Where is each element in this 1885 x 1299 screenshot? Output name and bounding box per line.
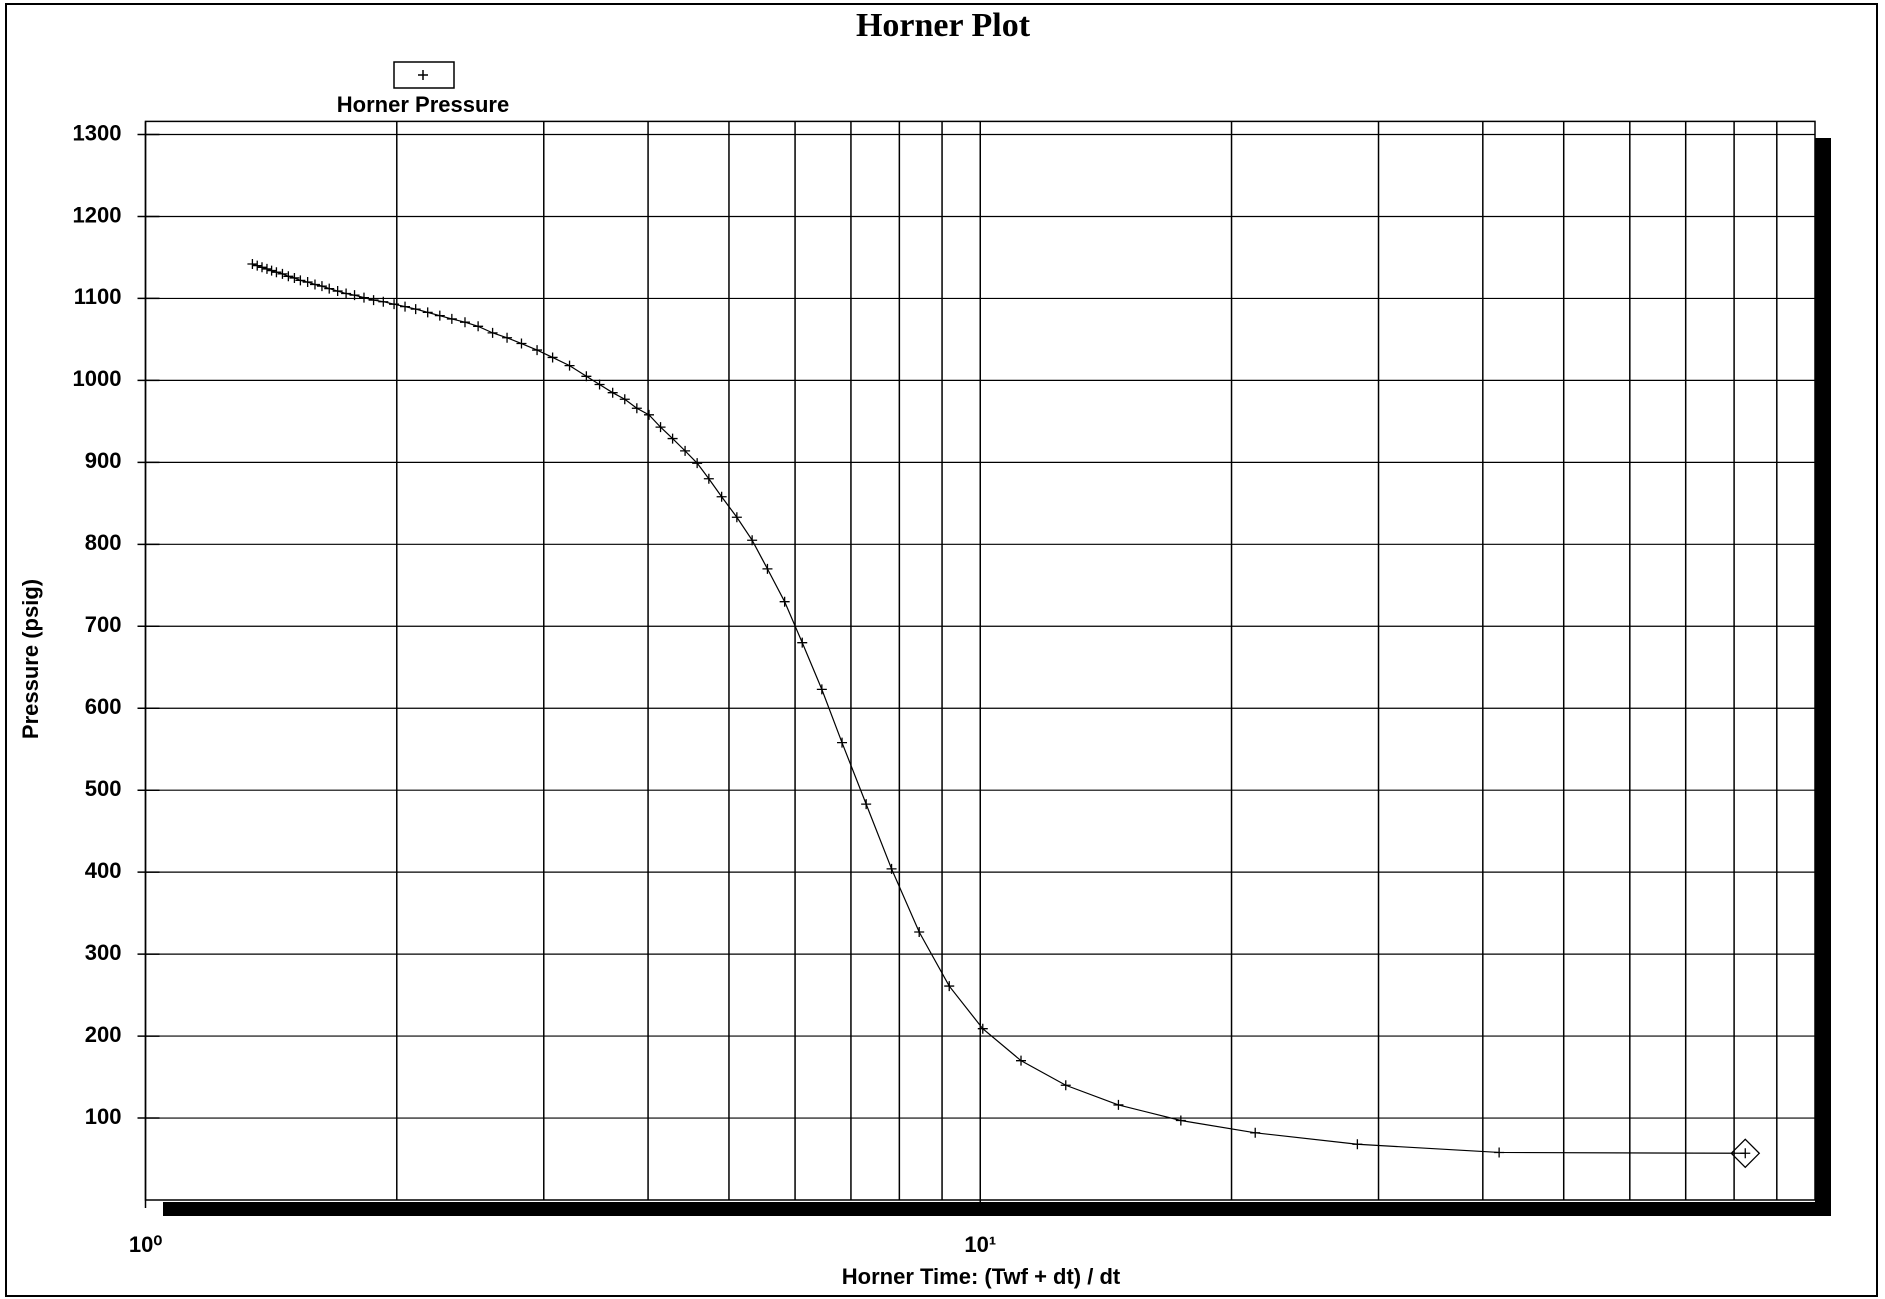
- data-point: [502, 332, 513, 343]
- data-point: [692, 458, 703, 469]
- data-point: [564, 360, 575, 371]
- data-point: [252, 260, 263, 271]
- data-point: [619, 394, 630, 405]
- shadow-right: [1815, 138, 1831, 1216]
- shadow-bottom: [163, 1202, 1831, 1216]
- data-point: [516, 338, 527, 349]
- data-point: [1175, 1115, 1186, 1126]
- data-point: [358, 292, 369, 303]
- data-point: [309, 279, 320, 290]
- data-point: [283, 271, 294, 282]
- data-point: [1352, 1139, 1363, 1150]
- data-point: [295, 275, 306, 286]
- y-tick-label: 1200: [73, 202, 122, 227]
- data-point: [547, 352, 558, 363]
- outer-frame: [5, 3, 1878, 1297]
- data-point: [400, 301, 411, 312]
- y-axis-label: Pressure (psig): [18, 579, 43, 739]
- data-point: [944, 981, 955, 992]
- y-tick-label: 600: [85, 694, 122, 719]
- data-point: [716, 491, 727, 502]
- data-point: [607, 387, 618, 398]
- data-point: [261, 263, 272, 274]
- data-point: [1250, 1127, 1261, 1138]
- data-point: [289, 272, 300, 283]
- data-point: [277, 268, 288, 279]
- data-point: [861, 799, 872, 810]
- data-point: [886, 863, 897, 874]
- data-point: [422, 307, 433, 318]
- y-tick-label: 1000: [73, 366, 122, 391]
- y-tick-label: 700: [85, 612, 122, 637]
- y-tick-label: 900: [85, 448, 122, 473]
- data-point: [667, 433, 678, 444]
- y-tick-label: 1100: [74, 284, 122, 309]
- data-point: [316, 281, 327, 292]
- end-marker: [1730, 1138, 1761, 1169]
- data-point: [779, 596, 790, 607]
- data-point: [332, 286, 343, 297]
- data-point: [257, 262, 268, 273]
- y-tick-label: 400: [85, 858, 122, 883]
- data-point: [389, 299, 400, 310]
- data-point: [1113, 1099, 1124, 1110]
- data-point: [473, 321, 484, 332]
- data-point: [643, 409, 654, 420]
- data-point: [446, 313, 457, 324]
- x-tick-label: 10⁰: [129, 1232, 162, 1257]
- data-point: [1494, 1147, 1505, 1158]
- data-point: [349, 290, 360, 301]
- data-point: [731, 512, 742, 523]
- data-point: [247, 259, 258, 270]
- data-point: [816, 684, 827, 695]
- legend-label: Horner Pressure: [337, 92, 509, 117]
- data-point: [410, 304, 421, 315]
- data-point: [324, 283, 335, 294]
- data-point: [378, 296, 389, 307]
- data-point: [1016, 1055, 1027, 1066]
- y-tick-label: 100: [85, 1104, 122, 1129]
- data-point: [762, 563, 773, 574]
- data-point: [459, 317, 470, 328]
- data-point: [302, 277, 313, 288]
- data-point: [837, 737, 848, 748]
- data-point: [368, 295, 379, 306]
- data-point: [914, 926, 925, 937]
- data-point: [341, 288, 352, 299]
- legend-box: [393, 61, 455, 89]
- data-point: [1060, 1080, 1071, 1091]
- y-tick-label: 500: [85, 776, 122, 801]
- y-tick-label: 800: [85, 530, 122, 555]
- y-tick-label: 300: [85, 940, 122, 965]
- data-point: [532, 345, 543, 356]
- data-point: [271, 267, 282, 278]
- x-axis-label: Horner Time: (Twf + dt) / dt: [842, 1264, 1121, 1289]
- chart-title: Horner Plot: [856, 7, 1031, 44]
- data-point: [747, 535, 758, 546]
- data-point: [680, 445, 691, 456]
- data-point: [487, 327, 498, 338]
- data-point: [703, 473, 714, 484]
- data-point: [655, 422, 666, 433]
- data-point: [266, 265, 277, 276]
- data-point: [434, 310, 445, 321]
- data-point: [797, 637, 808, 648]
- y-tick-label: 1300: [73, 120, 122, 145]
- data-point: [1740, 1148, 1751, 1159]
- data-point: [581, 371, 592, 382]
- data-point: [977, 1023, 988, 1034]
- x-tick-label: 10¹: [964, 1232, 996, 1257]
- legend-marker: [418, 70, 428, 80]
- data-point: [594, 379, 605, 390]
- data-point: [631, 403, 642, 414]
- y-tick-label: 200: [85, 1022, 122, 1047]
